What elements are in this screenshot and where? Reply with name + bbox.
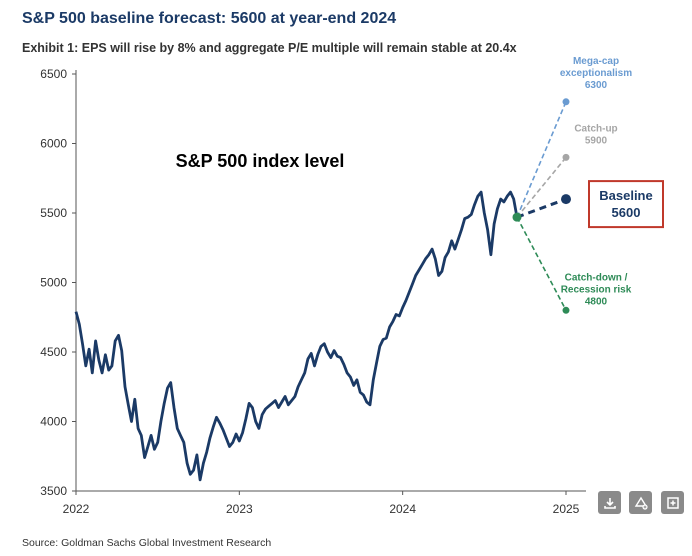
y-tick-label: 5500: [40, 206, 67, 220]
forecast-value: 5900: [585, 135, 608, 146]
chart-subtitle: Exhibit 1: EPS will rise by 8% and aggre…: [22, 41, 517, 55]
inner-chart-label: S&P 500 index level: [176, 151, 345, 171]
source-note: Source: Goldman Sachs Global Investment …: [22, 537, 272, 549]
forecast-line: [516, 197, 567, 219]
x-tick-label: 2023: [226, 502, 253, 516]
y-tick-label: 3500: [40, 484, 67, 498]
download-icon: [603, 497, 616, 509]
forecast-point: [561, 194, 571, 205]
forecast-value: 6300: [585, 80, 608, 91]
forecast-line: [516, 101, 567, 218]
forecast-point: [562, 153, 570, 161]
series-line: [74, 190, 519, 482]
expand-button[interactable]: [661, 491, 684, 514]
forecast-value: 4800: [585, 296, 608, 307]
forecast-label: Baseline: [599, 188, 652, 203]
forecast-point: [562, 306, 570, 314]
x-tick-label: 2024: [389, 502, 416, 516]
share-button[interactable]: [629, 491, 652, 514]
y-tick-label: 6000: [40, 137, 67, 151]
forecast-label: Recession risk: [561, 284, 632, 295]
forecast-label: Catch-down /: [565, 272, 628, 283]
forecast-value: 5600: [612, 205, 641, 220]
forecast-start-point: [512, 212, 522, 222]
x-tick-label: 2022: [63, 502, 90, 516]
download-button[interactable]: [598, 491, 621, 514]
y-tick-label: 4500: [40, 345, 67, 359]
forecast-label: Catch-up: [574, 123, 617, 134]
chart-title: S&P 500 baseline forecast: 5600 at year-…: [22, 10, 397, 27]
forecast-line: [516, 216, 567, 311]
baseline-highlight-box: [588, 180, 664, 229]
share-icon: [634, 496, 648, 510]
y-tick-label: 4000: [40, 415, 67, 429]
x-tick-label: 2025: [553, 502, 580, 516]
forecast-point: [562, 98, 570, 106]
forecast-line: [516, 156, 567, 218]
axes: 3500 4000 4500 5000 5500 6000 6500 2022 2023 2024…: [40, 67, 586, 516]
series-layer: [74, 190, 519, 482]
y-tick-label: 5000: [40, 276, 67, 290]
forecast-label: exceptionalism: [560, 68, 632, 79]
expand-icon: [666, 496, 679, 509]
forecast-label: Mega-cap: [573, 56, 619, 67]
y-tick-label: 6500: [40, 67, 67, 81]
